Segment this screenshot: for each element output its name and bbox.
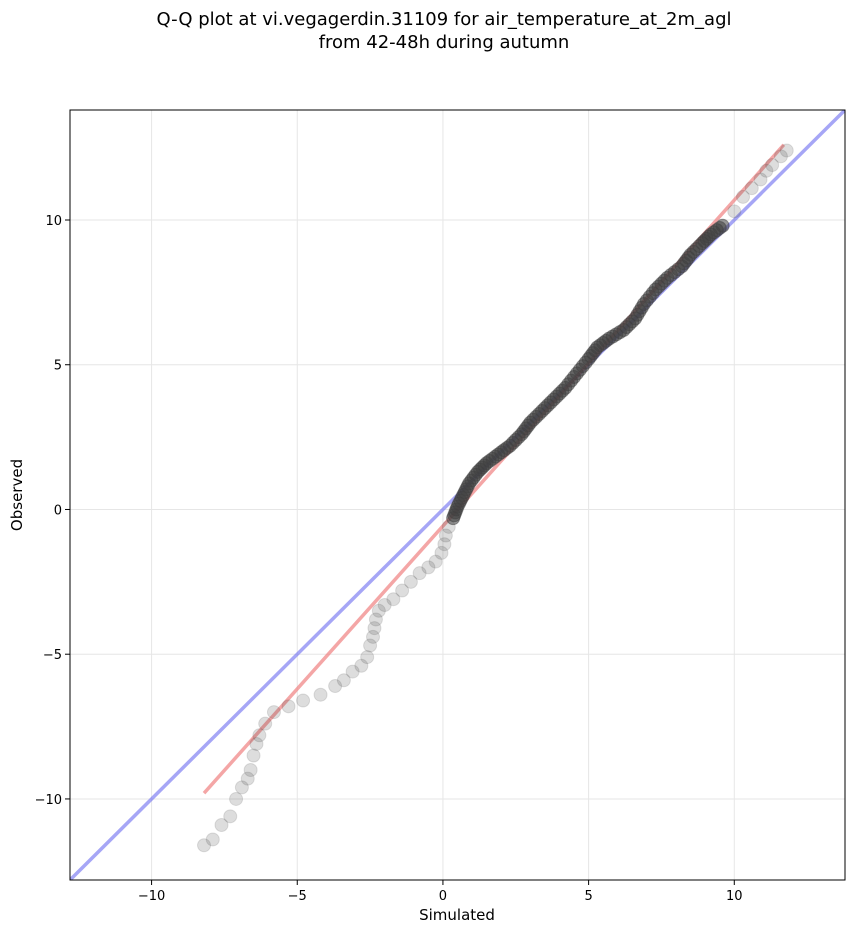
x-tick-label: −10 [138,889,165,904]
data-point [214,818,229,832]
data-point [328,679,343,694]
data-point [249,736,264,751]
data-points [197,143,794,853]
data-point [281,699,296,714]
x-tick-label: 0 [439,889,447,904]
data-point [421,560,436,575]
data-point [368,612,383,627]
data-point [258,716,273,731]
data-point [371,603,386,618]
x-tick-label: 10 [726,889,743,904]
data-point [367,621,382,636]
data-point [437,537,452,552]
data-point [246,748,261,763]
data-point [252,728,267,743]
data-point [765,158,780,172]
data-point [412,566,427,581]
y-tick-label: 5 [54,359,62,374]
data-point [386,592,401,607]
data-point [363,638,378,653]
data-point [197,838,212,853]
data-point [773,149,788,164]
data-point [438,528,453,543]
y-axis-ticks: −10 −5 0 5 10 [35,214,70,808]
data-point [234,780,249,795]
data-point [223,809,238,824]
y-tick-label: −10 [35,793,62,808]
data-point [229,791,244,806]
data-point [240,771,255,786]
chart-title-line-1: Q-Q plot at vi.vegagerdin.31109 for air_… [157,9,732,30]
data-point [336,673,351,688]
x-tick-label: −5 [288,889,307,904]
data-point [266,705,281,720]
data-point [434,545,449,560]
data-point [360,650,375,665]
x-axis-ticks: −10 −5 0 5 10 [138,880,743,904]
x-tick-label: 5 [584,889,592,904]
y-tick-label: 10 [45,214,62,229]
data-point [428,554,443,569]
data-point [779,143,794,158]
data-point [366,629,381,644]
y-tick-label: −5 [43,648,62,663]
data-point [759,163,774,178]
data-point [736,189,751,204]
chart-title-line-2: from 42-48h during autumn [319,32,570,53]
data-point [395,583,410,598]
data-point [205,832,220,847]
y-axis-label: Observed [8,459,26,531]
data-point [296,693,311,708]
data-point [345,664,360,679]
data-point [403,574,418,589]
y-tick-label: 0 [54,503,62,518]
data-point [354,658,369,673]
data-point [744,181,759,196]
data-point [712,220,727,235]
data-point [243,763,258,777]
data-point [377,598,392,612]
x-axis-label: Simulated [419,906,495,924]
data-point [727,204,742,219]
data-point [753,172,768,187]
plot-area-frame [69,109,846,881]
data-point [313,687,328,702]
